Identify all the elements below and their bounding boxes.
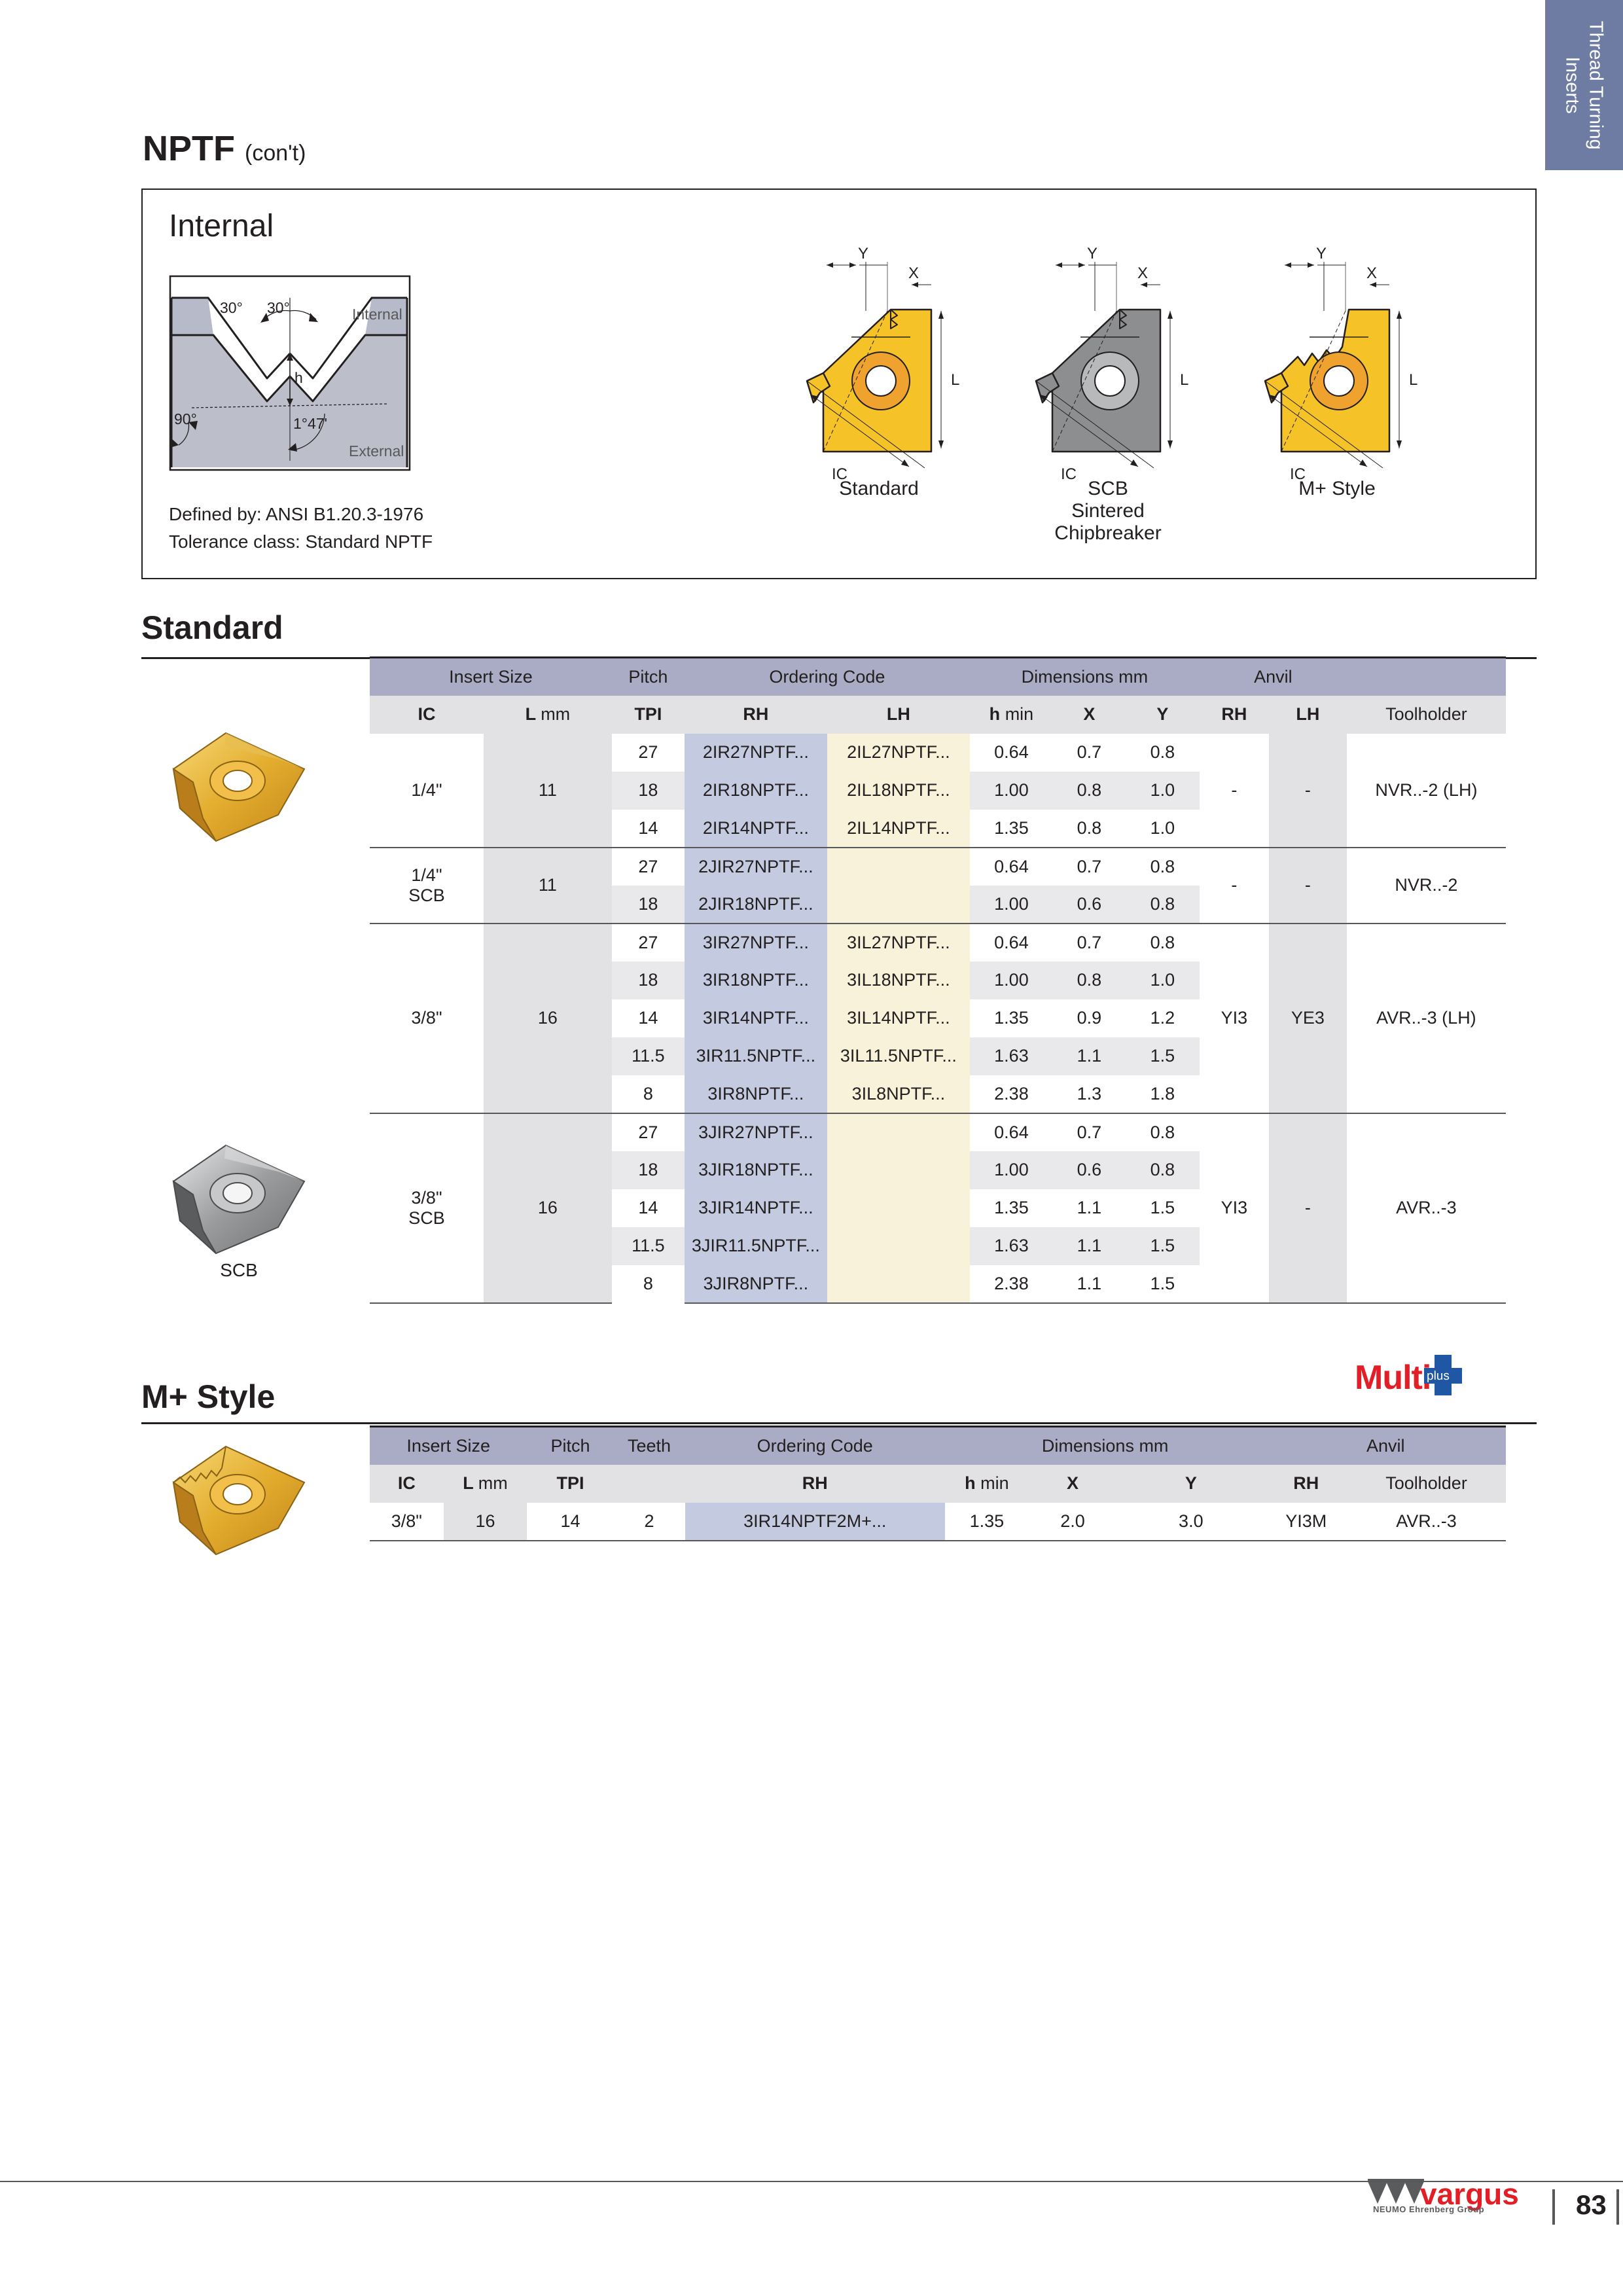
svg-text:30°: 30°	[220, 299, 243, 316]
svg-text:h: h	[294, 369, 303, 386]
svg-text:L: L	[1409, 371, 1418, 389]
svg-text:1°47': 1°47'	[293, 415, 327, 432]
svg-text:Y: Y	[1316, 245, 1327, 262]
svg-text:X: X	[1137, 264, 1148, 282]
svg-text:Y: Y	[858, 245, 868, 262]
svg-text:IC: IC	[1061, 465, 1077, 483]
svg-text:External: External	[349, 442, 404, 459]
svg-text:30°: 30°	[267, 299, 290, 316]
svg-text:90°: 90°	[174, 410, 197, 427]
svg-text:plus: plus	[1427, 1369, 1450, 1383]
svg-text:Y: Y	[1087, 245, 1097, 262]
svg-text:Multi: Multi	[1355, 1359, 1431, 1397]
svg-text:NEUMO Ehrenberg Group: NEUMO Ehrenberg Group	[1373, 2204, 1484, 2214]
svg-text:X: X	[908, 264, 919, 282]
svg-text:Internal: Internal	[352, 306, 402, 323]
svg-text:X: X	[1366, 264, 1377, 282]
svg-text:L: L	[951, 371, 959, 389]
svg-text:L: L	[1180, 371, 1188, 389]
